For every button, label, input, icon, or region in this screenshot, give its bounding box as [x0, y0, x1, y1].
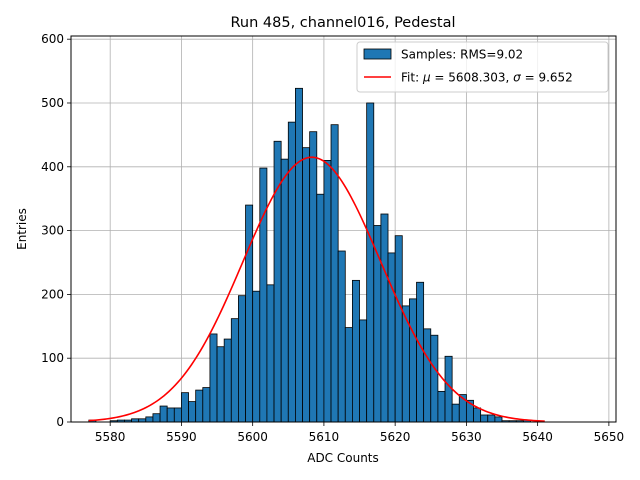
histogram-bar [423, 328, 432, 423]
y-axis-ticks: 0 100 200 300 400 500 600 [41, 32, 71, 429]
histogram-bar [430, 334, 439, 423]
histogram-bar [173, 407, 182, 423]
x-tick-label: 5620 [380, 430, 411, 444]
y-tick-label: 500 [41, 96, 64, 110]
histogram-bar [387, 252, 396, 423]
histogram-bar [366, 102, 375, 423]
histogram-bar [408, 298, 417, 423]
histogram-bar [245, 204, 254, 423]
histogram-bar [216, 346, 225, 423]
histogram-bar [159, 405, 168, 423]
histogram-bar [295, 87, 303, 423]
histogram-bar [252, 290, 261, 423]
histogram-bar [209, 333, 218, 423]
histogram-bar [380, 213, 389, 423]
histogram-bar [280, 158, 289, 423]
legend-fit-sigma-value: = 9.652 [521, 71, 573, 85]
legend-fit-mu-symbol: μ [422, 71, 431, 85]
y-tick-label: 200 [41, 287, 64, 301]
histogram-bar [238, 295, 246, 423]
histogram-bar [416, 281, 425, 423]
legend-fit-label: Fit: μ = 5608.303, σ = 9.652 [401, 71, 573, 85]
histogram-bar [337, 250, 346, 423]
histogram-bar [359, 319, 368, 423]
histogram-bar [473, 407, 482, 423]
histogram-bar [145, 416, 154, 423]
legend-fit-mu-value: = 5608.303, [431, 71, 514, 85]
y-tick-label: 600 [41, 32, 64, 46]
chart-title: Run 485, channel016, Pedestal [230, 15, 455, 31]
legend-box [356, 41, 609, 93]
histogram-bar [344, 327, 353, 423]
histogram-bar [480, 414, 489, 423]
histogram-bar [394, 235, 403, 423]
y-axis-label: Entries [15, 208, 29, 250]
x-tick-label: 5650 [594, 430, 625, 444]
legend-fit-sigma-symbol: σ [513, 71, 521, 85]
x-tick-label: 5610 [309, 430, 340, 444]
histogram-bar [166, 407, 175, 423]
histogram-bar [188, 401, 197, 423]
histogram-bar [487, 414, 496, 423]
y-tick-label: 100 [41, 351, 64, 365]
x-tick-label: 5640 [522, 430, 553, 444]
x-tick-label: 5630 [451, 430, 482, 444]
histogram-bar [230, 318, 239, 423]
x-axis-ticks: 5580 5590 5600 5610 5620 5630 5640 5650 [95, 422, 624, 444]
histogram-bar [316, 193, 325, 423]
histogram-bar [266, 284, 275, 423]
legend-histogram-swatch [363, 48, 392, 60]
histogram-bar [259, 167, 268, 423]
x-tick-label: 5600 [237, 430, 268, 444]
x-tick-label: 5590 [166, 430, 197, 444]
y-tick-label: 0 [56, 415, 64, 429]
y-tick-label: 300 [41, 224, 64, 238]
legend-fit-label-prefix: Fit: [401, 71, 423, 85]
histogram-bars [88, 87, 531, 423]
histogram-bar [202, 387, 211, 423]
x-axis-label: ADC Counts [307, 451, 379, 465]
histogram-bar [352, 279, 360, 423]
plot-frame [70, 35, 617, 423]
histogram-bar [195, 389, 204, 423]
histogram-bar [309, 131, 318, 423]
histogram-bar [444, 355, 453, 423]
x-tick-label: 5580 [95, 430, 126, 444]
fit-curve [88, 156, 545, 422]
histogram-bar [494, 416, 503, 423]
histogram-bar [323, 160, 332, 423]
histogram-bar [437, 390, 446, 423]
histogram-bar [152, 413, 161, 423]
legend: Samples: RMS=9.02 Fit: μ = 5608.303, σ =… [356, 41, 609, 93]
y-tick-label: 400 [41, 160, 64, 174]
legend-histogram-label: Samples: RMS=9.02 [401, 48, 523, 62]
histogram-bar [223, 338, 232, 423]
histogram-bar [302, 147, 311, 423]
histogram-bar [451, 403, 460, 423]
histogram-bar [181, 392, 189, 423]
